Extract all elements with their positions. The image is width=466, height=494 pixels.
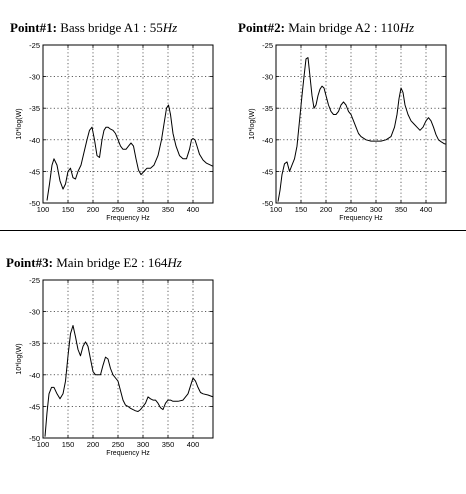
x-axis-label: Frequency Hz xyxy=(106,215,150,222)
x-tick-label: 250 xyxy=(112,440,125,449)
panel-point-3: Point#3: Main bridge E2 : 164Hz 100 150 20… xyxy=(0,235,233,463)
chart-point-2: 100 150 200 250 300 350 400 -25 -30 -35 -40 -45 -50 F… xyxy=(249,41,447,222)
x-tick-label: 100 xyxy=(270,205,283,214)
x-tick-label: 150 xyxy=(295,205,308,214)
x-tick-label: 300 xyxy=(137,440,150,449)
y-tick-label: -45 xyxy=(262,167,273,176)
x-tick-label: 200 xyxy=(87,440,100,449)
y-tick-label: -25 xyxy=(29,41,40,50)
hz-unit: Hz xyxy=(167,255,182,270)
point-label: Point#1: xyxy=(10,20,57,35)
x-tick-label: 150 xyxy=(62,205,75,214)
point-description: Main bridge A2 : 110 xyxy=(288,20,400,35)
x-tick-label: 250 xyxy=(112,205,125,214)
y-tick-label: -50 xyxy=(29,199,40,208)
panel-title: Point#1: Bass bridge A1 : 55Hz xyxy=(10,20,177,36)
series-line xyxy=(277,57,447,202)
series-line xyxy=(44,325,214,437)
section-divider xyxy=(0,230,466,231)
panel-point-1: Point#1: Bass bridge A1 : 55Hz 100 150 200… xyxy=(0,0,233,228)
point-description: Main bridge E2 : 164 xyxy=(56,255,168,270)
y-tick-label: -45 xyxy=(29,167,40,176)
point-label: Point#3: xyxy=(6,255,53,270)
point-label: Point#2: xyxy=(238,20,285,35)
y-tick-label: -40 xyxy=(262,136,273,145)
plot-frame xyxy=(42,44,214,204)
point-description: Bass bridge A1 : 55 xyxy=(60,20,163,35)
hz-unit: Hz xyxy=(162,20,178,35)
x-tick-label: 350 xyxy=(395,205,408,214)
x-tick-label: 200 xyxy=(320,205,333,214)
x-tick-label: 400 xyxy=(187,205,200,214)
x-tick-label: 400 xyxy=(187,440,200,449)
hz-unit: Hz xyxy=(399,20,415,35)
chart-point-3: 100 150 200 250 300 350 400 -25 -30 -35 -40 -45 -50 F… xyxy=(16,276,214,457)
x-tick-label: 300 xyxy=(370,205,383,214)
y-tick-label: -40 xyxy=(29,371,40,380)
x-tick-label: 400 xyxy=(420,205,433,214)
x-axis-label: Frequency Hz xyxy=(106,450,150,457)
y-tick-label: -35 xyxy=(262,104,273,113)
x-tick-label: 100 xyxy=(37,440,50,449)
y-axis-label: 10*log(W) xyxy=(16,108,23,139)
chart-point-1: 100 150 200 250 300 350 400 -25 -30 -35 -40 -45 -50 F… xyxy=(16,41,214,222)
y-axis-label: 10*log(W) xyxy=(16,343,23,374)
x-tick-label: 300 xyxy=(137,205,150,214)
plot-frame xyxy=(42,279,214,439)
y-tick-label: -30 xyxy=(29,308,40,317)
y-tick-label: -50 xyxy=(262,199,273,208)
x-tick-label: 350 xyxy=(162,440,175,449)
y-tick-label: -30 xyxy=(29,73,40,82)
x-axis-label: Frequency Hz xyxy=(339,215,383,222)
panel-title: Point#3: Main bridge E2 : 164Hz xyxy=(6,255,182,271)
y-tick-label: -50 xyxy=(29,434,40,443)
x-tick-label: 100 xyxy=(37,205,50,214)
x-tick-label: 200 xyxy=(87,205,100,214)
y-tick-label: -30 xyxy=(262,73,273,82)
y-tick-label: -35 xyxy=(29,104,40,113)
panel-point-2: Point#2: Main bridge A2 : 110Hz 100 150 20… xyxy=(233,0,466,228)
x-tick-label: 250 xyxy=(345,205,358,214)
y-tick-label: -35 xyxy=(29,339,40,348)
x-tick-label: 150 xyxy=(62,440,75,449)
series-line xyxy=(46,104,214,201)
panel-title: Point#2: Main bridge A2 : 110Hz xyxy=(238,20,414,36)
y-axis-label: 10*log(W) xyxy=(249,108,256,139)
x-tick-label: 350 xyxy=(162,205,175,214)
y-tick-label: -25 xyxy=(262,41,273,50)
y-tick-label: -40 xyxy=(29,136,40,145)
plot-frame xyxy=(275,44,447,204)
y-tick-label: -45 xyxy=(29,402,40,411)
y-tick-label: -25 xyxy=(29,276,40,285)
